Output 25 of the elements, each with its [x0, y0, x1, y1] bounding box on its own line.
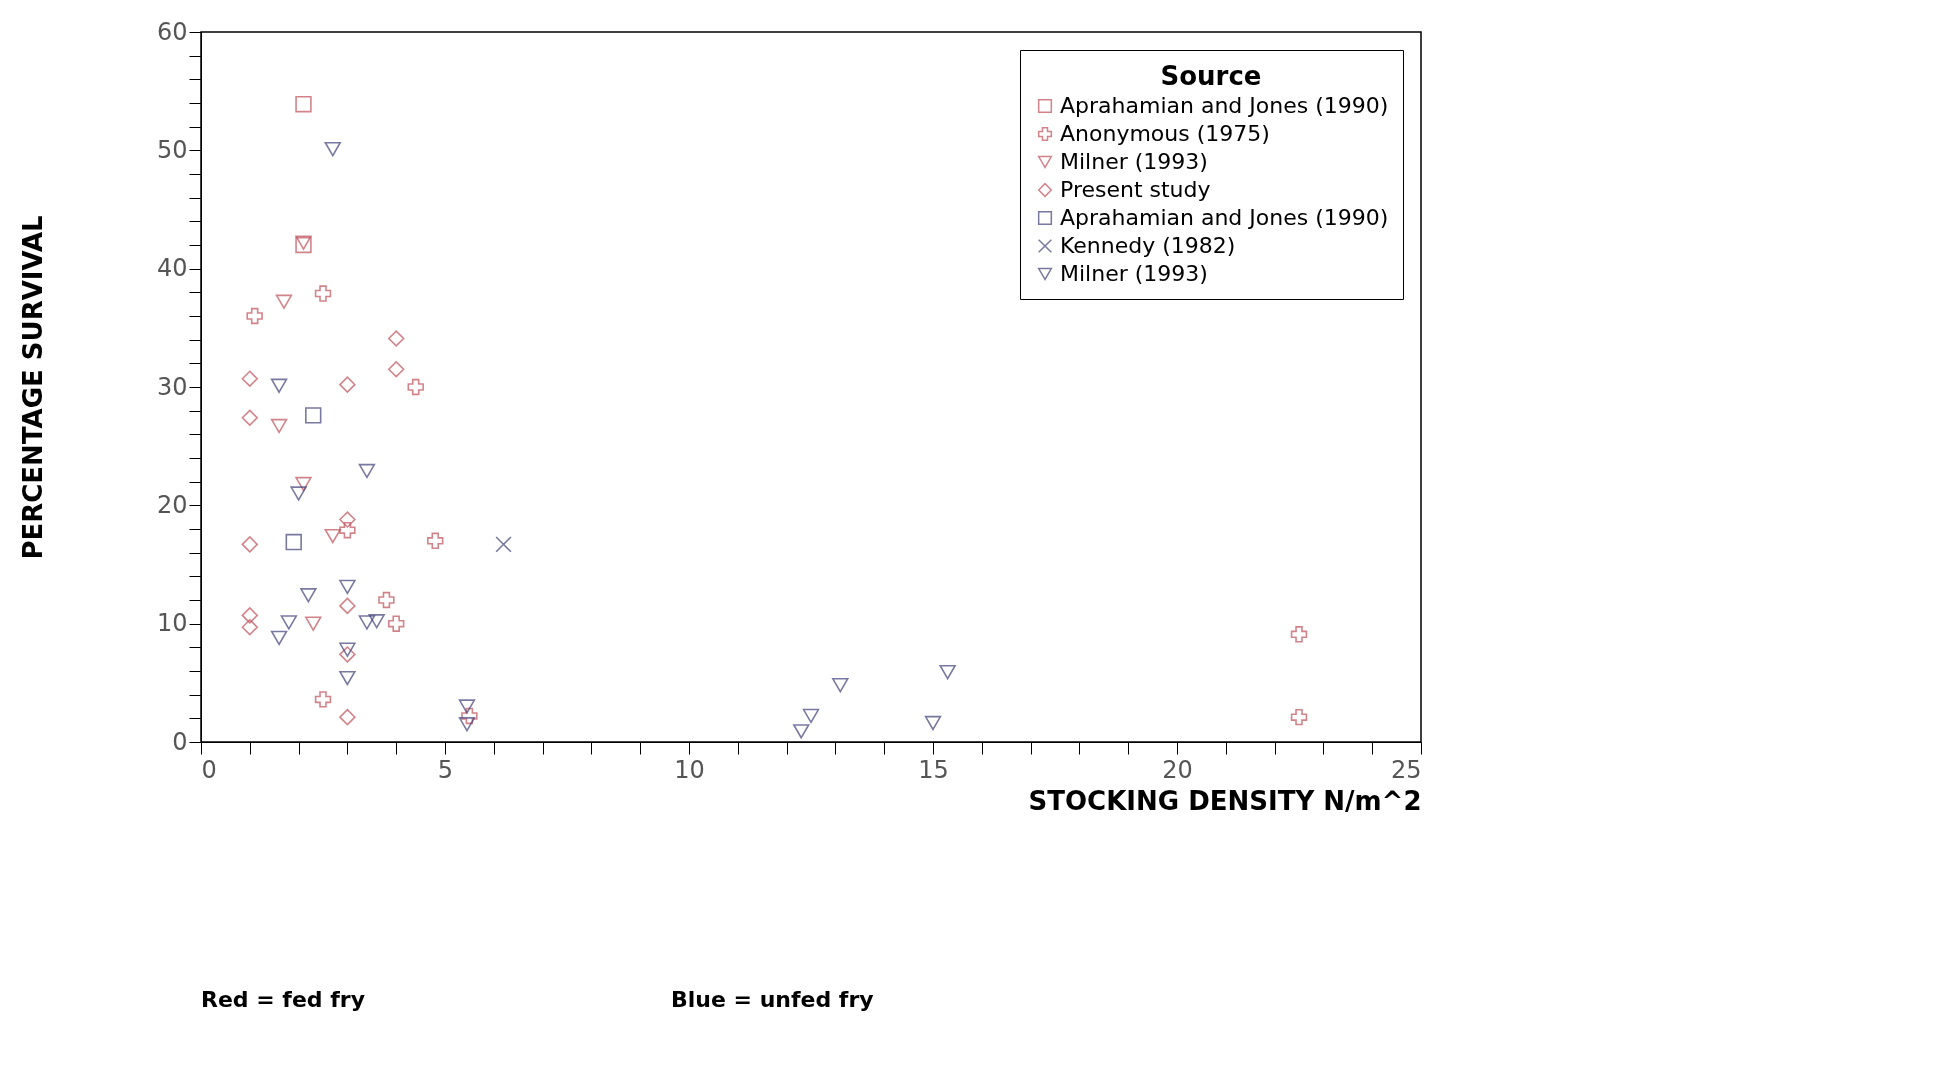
- x-tick-label: 0: [201, 755, 217, 784]
- legend-label: Milner (1993): [1060, 261, 1208, 286]
- legend-label: Anonymous (1975): [1060, 121, 1270, 146]
- y-tick-label: 30: [156, 372, 188, 401]
- y-tick-label: 50: [156, 135, 188, 164]
- text: Red = fed fry: [201, 987, 366, 1012]
- y-tick-label: 0: [172, 727, 188, 756]
- legend-title: Source: [1160, 61, 1262, 91]
- legend-label: Milner (1993): [1060, 149, 1208, 174]
- y-axis-title: PERCENTAGE SURVIVAL: [17, 215, 48, 560]
- y-tick-label: 20: [156, 490, 188, 519]
- y-tick-label: 60: [156, 17, 188, 46]
- y-tick-label: 10: [156, 609, 188, 638]
- text: Blue = unfed fry: [671, 987, 874, 1012]
- legend-label: Present study: [1060, 177, 1211, 202]
- legend-label: Kennedy (1982): [1060, 233, 1236, 258]
- y-tick-label: 40: [156, 254, 188, 283]
- x-tick-label: 20: [1162, 755, 1193, 784]
- legend-label: Aprahamian and Jones (1990): [1060, 205, 1389, 230]
- legend-label: Aprahamian and Jones (1990): [1060, 93, 1389, 118]
- x-tick-label: 5: [437, 755, 454, 784]
- x-axis-title: STOCKING DENSITY N/m^2: [1028, 785, 1422, 816]
- x-tick-label: 15: [918, 755, 949, 784]
- x-tick-label: 25: [1390, 755, 1422, 784]
- x-tick-label: 10: [674, 755, 705, 784]
